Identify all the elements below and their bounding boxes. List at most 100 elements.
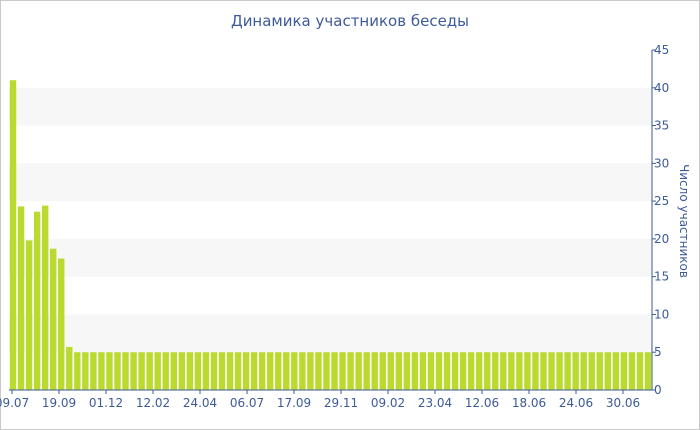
- bar: [106, 352, 113, 390]
- bar: [82, 352, 89, 390]
- bar: [403, 352, 411, 390]
- bar: [371, 352, 378, 390]
- grid-band: [9, 314, 652, 353]
- x-tick-label: 17.09: [277, 396, 311, 410]
- grid-band: [9, 238, 652, 277]
- bar: [162, 352, 169, 390]
- bar: [17, 206, 25, 390]
- bar: [540, 352, 547, 390]
- bar: [114, 352, 121, 390]
- bar: [234, 352, 242, 390]
- x-tick-label: 12.06: [465, 396, 499, 410]
- bar: [459, 352, 467, 390]
- bar: [275, 352, 282, 390]
- bar: [138, 352, 145, 390]
- bar: [307, 352, 314, 390]
- bar: [508, 352, 515, 390]
- y-tick-label: 0: [654, 383, 662, 397]
- bar: [612, 352, 620, 390]
- x-tick-label: 29.11: [324, 396, 358, 410]
- bar: [90, 352, 97, 390]
- bar: [210, 352, 218, 390]
- bar: [58, 258, 65, 390]
- grid-band: [9, 87, 652, 126]
- bar: [387, 352, 394, 390]
- bar: [49, 248, 57, 390]
- x-tick-label: 06.07: [230, 396, 264, 410]
- bar: [242, 352, 250, 390]
- bar: [588, 352, 595, 390]
- bar: [258, 352, 266, 390]
- bar: [411, 352, 419, 390]
- bar: [556, 352, 563, 390]
- grid-band: [9, 163, 652, 202]
- y-tick-labels: 0 5 10 15 20 25 30 35 40 45: [654, 43, 669, 397]
- bar: [475, 352, 483, 390]
- bar: [218, 352, 226, 390]
- grid-bands: [9, 87, 652, 353]
- bar: [451, 352, 459, 390]
- bar: [41, 205, 49, 390]
- chart-title: Динамика участников беседы: [230, 12, 470, 30]
- bar: [636, 352, 644, 390]
- x-tick-label: 12.02: [136, 396, 170, 410]
- x-tick-label: 19.09: [42, 396, 76, 410]
- bar: [299, 352, 306, 390]
- bar: [548, 352, 555, 390]
- x-tick-label: 24.04: [183, 396, 217, 410]
- y-tick-label: 5: [654, 345, 662, 359]
- bar: [644, 352, 652, 390]
- bar: [355, 352, 362, 390]
- bar: [331, 352, 338, 390]
- bar: [604, 352, 612, 390]
- bar: [572, 352, 579, 390]
- bar: [178, 352, 186, 390]
- bar: [516, 352, 523, 390]
- bar: [339, 352, 346, 390]
- bar: [25, 240, 33, 390]
- x-tick-label: 18.06: [512, 396, 546, 410]
- y-tick-label: 10: [654, 307, 669, 321]
- y-tick-label: 40: [654, 81, 669, 95]
- x-tick-label: 09.02: [371, 396, 405, 410]
- bar: [250, 352, 258, 390]
- bar: [283, 352, 290, 390]
- bar: [315, 352, 322, 390]
- bar: [122, 352, 129, 390]
- bar: [492, 352, 499, 390]
- bar: [419, 352, 427, 390]
- bar: [33, 211, 41, 390]
- bar: [9, 80, 17, 390]
- bar: [291, 352, 298, 390]
- bar: [186, 352, 194, 390]
- bar: [170, 352, 177, 390]
- axes: [9, 49, 656, 394]
- bar: [596, 352, 603, 390]
- x-tick-label: 30.06: [606, 396, 640, 410]
- bar: [564, 352, 571, 390]
- bar: [628, 352, 636, 390]
- bar: [620, 352, 628, 390]
- y-tick-label: 20: [654, 232, 669, 246]
- bar: [443, 352, 451, 390]
- bar: [427, 352, 435, 390]
- bar: [66, 346, 73, 390]
- bar: [130, 352, 137, 390]
- bar: [500, 352, 507, 390]
- bar: [74, 352, 81, 390]
- y-tick-label: 35: [654, 119, 669, 133]
- y-tick-label: 45: [654, 43, 669, 57]
- bar: [363, 352, 370, 390]
- bar: [347, 352, 354, 390]
- bar: [267, 352, 274, 390]
- bar: [484, 352, 491, 390]
- bar-series: [9, 80, 652, 390]
- bar: [202, 352, 210, 390]
- x-tick-label: 23.04: [418, 396, 452, 410]
- y-tick-label: 15: [654, 270, 669, 284]
- bar: [194, 352, 202, 390]
- bar: [580, 352, 587, 390]
- bar: [146, 352, 153, 390]
- bar: [379, 352, 386, 390]
